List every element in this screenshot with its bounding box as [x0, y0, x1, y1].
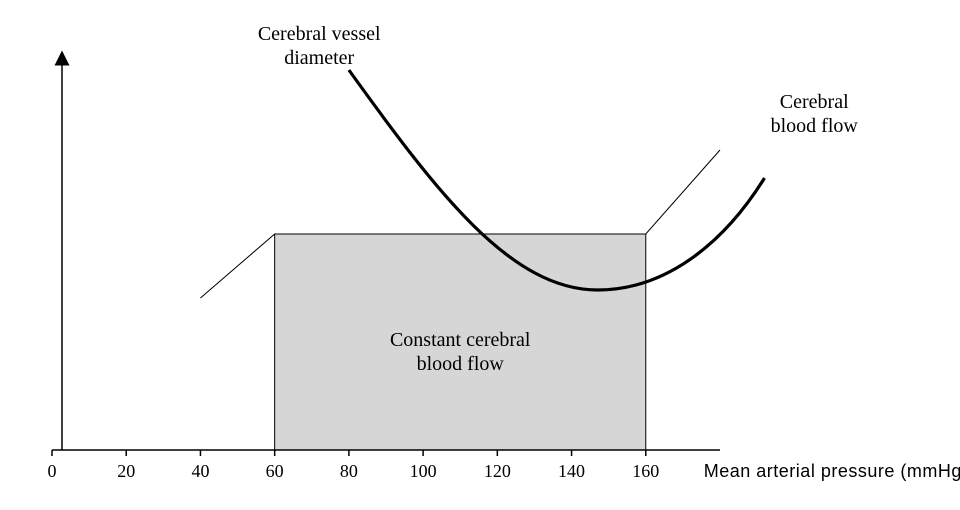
x-tick-label: 0	[48, 461, 57, 481]
autoregulation-chart: 0 20 40 60 80 100 120 140 160 Mean arterial press…	[0, 0, 960, 510]
vessel-label-line1: Cerebral vessel	[258, 23, 381, 45]
cbf-label-line2: blood flow	[771, 115, 859, 137]
x-tick-label: 160	[632, 461, 659, 481]
x-tick-label: 100	[410, 461, 437, 481]
x-tick-label: 80	[340, 461, 358, 481]
vessel-label-line2: diameter	[284, 47, 354, 69]
x-tick-label: 140	[558, 461, 585, 481]
x-tick-label: 60	[266, 461, 284, 481]
x-tick-label: 40	[191, 461, 209, 481]
shaded-label-line2: blood flow	[417, 353, 505, 375]
x-tick-label: 20	[117, 461, 135, 481]
x-axis-label: Mean arterial pressure (mmHg)	[704, 461, 960, 481]
cbf-label-line1: Cerebral	[780, 91, 849, 113]
shaded-label-line1: Constant cerebral	[390, 329, 531, 351]
x-tick-label: 120	[484, 461, 511, 481]
